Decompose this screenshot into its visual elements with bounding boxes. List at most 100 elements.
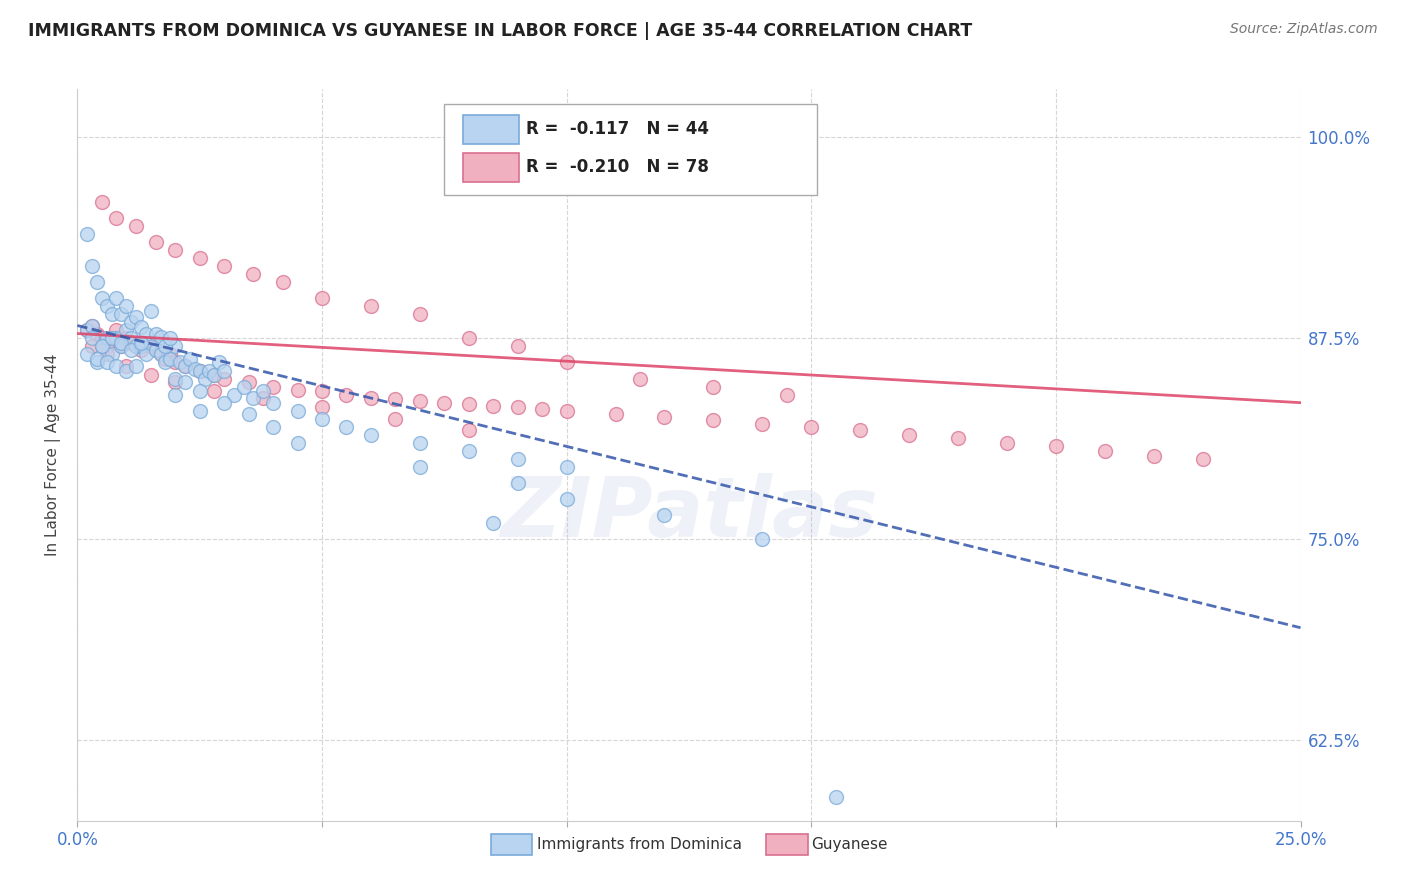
Point [188, 363, 211, 377]
Point [165, 371, 187, 385]
Point [105, 291, 128, 305]
Point [174, 359, 197, 373]
Point [198, 363, 221, 377]
FancyBboxPatch shape [463, 115, 519, 145]
Point [252, 384, 274, 399]
Point [531, 402, 554, 417]
Point [115, 299, 138, 313]
Point [262, 379, 284, 393]
Point [1045, 439, 1067, 453]
Point [409, 394, 432, 409]
Point [751, 533, 773, 547]
Point [212, 363, 235, 377]
Point [105, 211, 128, 225]
Point [252, 391, 274, 405]
Point [628, 371, 651, 385]
Point [360, 427, 382, 442]
Point [1143, 449, 1166, 463]
Point [96, 355, 118, 369]
Point [165, 355, 187, 369]
Point [311, 401, 333, 415]
Point [86, 326, 108, 341]
Point [1191, 452, 1213, 467]
Point [139, 336, 162, 351]
Point [776, 387, 799, 401]
Point [506, 401, 529, 415]
Point [555, 355, 578, 369]
Point [135, 336, 157, 351]
Point [506, 339, 529, 353]
Point [457, 423, 479, 437]
Point [120, 315, 142, 329]
Point [262, 395, 284, 409]
Point [129, 320, 152, 334]
Point [129, 336, 152, 351]
Point [202, 368, 225, 383]
Point [135, 326, 157, 341]
Point [165, 387, 187, 401]
Point [654, 410, 676, 425]
Point [605, 407, 627, 421]
Point [654, 508, 676, 523]
Point [155, 355, 177, 369]
Point [849, 423, 872, 437]
Point [271, 275, 294, 289]
Text: Guyanese: Guyanese [811, 837, 887, 852]
Point [80, 331, 103, 345]
Point [135, 347, 157, 361]
Y-axis label: In Labor Force | Age 35-44: In Labor Force | Age 35-44 [45, 354, 62, 556]
Point [482, 516, 505, 531]
Point [76, 323, 98, 337]
Point [96, 299, 118, 313]
Point [86, 275, 108, 289]
Point [100, 331, 122, 345]
Point [145, 343, 167, 357]
Point [232, 379, 254, 393]
Point [409, 435, 432, 450]
Point [159, 331, 181, 345]
Point [100, 347, 122, 361]
Point [800, 419, 823, 434]
Point [360, 391, 382, 405]
Point [457, 443, 479, 458]
Point [174, 359, 197, 373]
Point [262, 419, 284, 434]
Point [174, 375, 197, 389]
Point [149, 347, 172, 361]
Point [165, 375, 187, 389]
Point [96, 347, 118, 361]
Point [139, 339, 162, 353]
Text: ZIPatlas: ZIPatlas [501, 473, 877, 554]
Point [212, 371, 235, 385]
Point [105, 359, 128, 373]
Point [145, 326, 167, 341]
Point [105, 323, 128, 337]
Point [212, 259, 235, 273]
Point [115, 323, 138, 337]
Point [80, 318, 103, 333]
Point [110, 339, 132, 353]
Point [457, 397, 479, 411]
FancyBboxPatch shape [766, 834, 807, 855]
Point [335, 419, 357, 434]
Point [238, 375, 260, 389]
Point [457, 331, 479, 345]
Point [86, 352, 108, 367]
Point [188, 363, 211, 377]
Point [100, 331, 122, 345]
Point [129, 343, 152, 357]
Point [120, 343, 142, 357]
Point [702, 413, 724, 427]
Point [90, 339, 112, 353]
Point [100, 307, 122, 321]
Point [287, 435, 309, 450]
Point [311, 291, 333, 305]
Point [898, 427, 921, 442]
Point [238, 407, 260, 421]
Point [149, 330, 172, 344]
Point [80, 259, 103, 273]
Text: Source: ZipAtlas.com: Source: ZipAtlas.com [1230, 22, 1378, 37]
Point [105, 331, 128, 345]
Point [409, 307, 432, 321]
Point [90, 194, 112, 209]
